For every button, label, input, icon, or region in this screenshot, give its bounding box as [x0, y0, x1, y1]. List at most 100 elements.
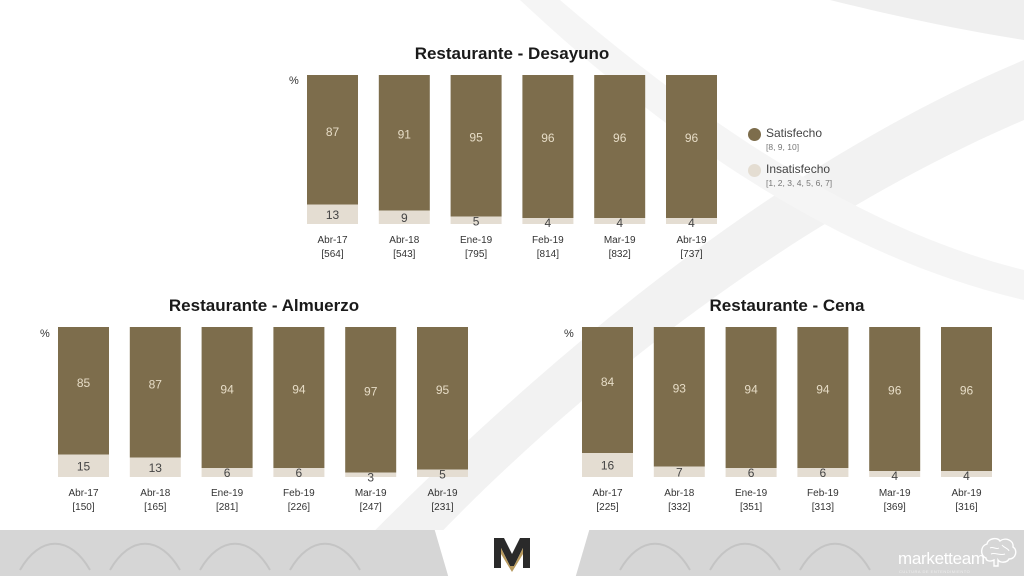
data-label-satisfecho: 95: [436, 383, 450, 397]
bar-satisfecho: [869, 327, 921, 471]
data-label-insatisfecho: 7: [676, 465, 683, 479]
bar-insatisfecho: [582, 453, 633, 477]
data-label-satisfecho: 96: [685, 131, 699, 145]
data-label-insatisfecho: 6: [224, 466, 231, 480]
chart-title-almuerzo: Restaurante - Almuerzo: [168, 296, 360, 315]
data-label-insatisfecho: 9: [401, 211, 408, 225]
unit-label-almuerzo: %: [40, 328, 50, 340]
category-label: Abr-19: [951, 488, 981, 499]
bar-insatisfecho: [653, 466, 705, 477]
base-label: [351]: [740, 502, 762, 513]
bar-satisfecho: [666, 75, 717, 219]
data-label-insatisfecho: 5: [439, 468, 446, 482]
category-label: Feb-19: [532, 235, 564, 246]
data-label-satisfecho: 96: [888, 384, 902, 398]
base-label: [564]: [321, 249, 343, 260]
bar-insatisfecho: [201, 468, 253, 477]
category-label: Ene-19: [211, 488, 244, 499]
bar-insatisfecho: [345, 472, 397, 477]
base-label: [369]: [884, 502, 906, 513]
data-label-satisfecho: 96: [960, 384, 974, 398]
bar-satisfecho: [594, 75, 646, 219]
chart-title-desayuno: Restaurante - Desayuno: [414, 44, 610, 63]
data-label-satisfecho: 94: [220, 382, 234, 396]
bar-satisfecho: [58, 327, 109, 455]
base-label: [737]: [680, 249, 702, 260]
data-label-insatisfecho: 6: [296, 466, 303, 480]
category-label: Abr-18: [389, 235, 419, 246]
data-label-insatisfecho: 4: [891, 469, 898, 483]
category-label: Abr-17: [592, 488, 622, 499]
data-label-satisfecho: 93: [673, 382, 687, 396]
base-label: [316]: [955, 502, 977, 513]
category-label: Mar-19: [879, 488, 911, 499]
bar-insatisfecho: [417, 469, 468, 477]
legend-desc-insatisfecho: [1, 2, 3, 4, 5, 6, 7]: [766, 178, 833, 188]
data-label-satisfecho: 87: [326, 125, 340, 139]
bar-satisfecho: [273, 327, 325, 468]
data-label-satisfecho: 97: [364, 384, 378, 398]
bar-insatisfecho: [941, 471, 992, 477]
data-label-insatisfecho: 5: [473, 215, 480, 229]
category-label: Abr-19: [676, 235, 706, 246]
base-label: [313]: [812, 502, 834, 513]
bar-insatisfecho: [58, 454, 109, 477]
legend-label-insatisfecho: Insatisfecho: [766, 162, 831, 176]
brain-icon: [980, 537, 1017, 567]
mm-monogram-icon: [494, 538, 530, 572]
data-label-satisfecho: 96: [613, 131, 627, 145]
legend-item-insatisfecho: Insatisfecho [1, 2, 3, 4, 5, 6, 7]: [748, 162, 868, 188]
data-label-insatisfecho: 4: [545, 216, 552, 230]
data-label-insatisfecho: 13: [326, 208, 340, 222]
bar-insatisfecho: [725, 468, 777, 477]
bar-satisfecho: [725, 327, 777, 468]
category-label: Abr-17: [317, 235, 347, 246]
bar-insatisfecho: [797, 468, 849, 477]
bar-satisfecho: [450, 75, 502, 217]
category-label: Abr-17: [68, 488, 98, 499]
category-label: Feb-19: [807, 488, 839, 499]
data-label-insatisfecho: 4: [688, 216, 695, 230]
base-label: [150]: [72, 502, 94, 513]
bar-satisfecho: [522, 75, 574, 219]
bar-satisfecho: [129, 327, 181, 458]
data-label-insatisfecho: 4: [963, 469, 970, 483]
data-label-satisfecho: 95: [469, 131, 483, 145]
bar-insatisfecho: [594, 218, 646, 224]
bar-insatisfecho: [307, 204, 358, 224]
data-label-satisfecho: 94: [292, 382, 306, 396]
data-label-satisfecho: 85: [77, 376, 91, 390]
chart-title-cena: Restaurante - Cena: [709, 296, 865, 315]
base-label: [231]: [431, 502, 453, 513]
bar-satisfecho: [417, 327, 468, 470]
base-label: [165]: [144, 502, 166, 513]
brand-tagline: CULTURA DE ENTENDIMIENTO: [899, 569, 971, 574]
bar-satisfecho: [378, 75, 430, 211]
footer-ornament: [19, 542, 871, 571]
base-label: [281]: [216, 502, 238, 513]
unit-label-cena: %: [564, 328, 574, 340]
category-label: Abr-18: [664, 488, 694, 499]
base-label: [226]: [288, 502, 310, 513]
base-label: [247]: [360, 502, 382, 513]
data-label-insatisfecho: 6: [748, 466, 755, 480]
data-label-satisfecho: 91: [398, 128, 412, 142]
category-label: Ene-19: [460, 235, 493, 246]
legend-swatch-satisfecho: [748, 128, 761, 141]
bar-insatisfecho: [450, 216, 502, 224]
brand-name: marketteam: [898, 549, 985, 568]
data-label-insatisfecho: 4: [616, 216, 623, 230]
data-label-satisfecho: 94: [816, 382, 830, 396]
bar-insatisfecho: [129, 457, 181, 477]
category-label: Ene-19: [735, 488, 768, 499]
base-label: [225]: [596, 502, 618, 513]
data-label-satisfecho: 87: [149, 377, 163, 391]
bar-satisfecho: [941, 327, 992, 471]
bar-insatisfecho: [273, 468, 325, 477]
bar-insatisfecho: [522, 218, 574, 224]
bar-satisfecho: [653, 327, 705, 467]
category-label: Abr-19: [427, 488, 457, 499]
